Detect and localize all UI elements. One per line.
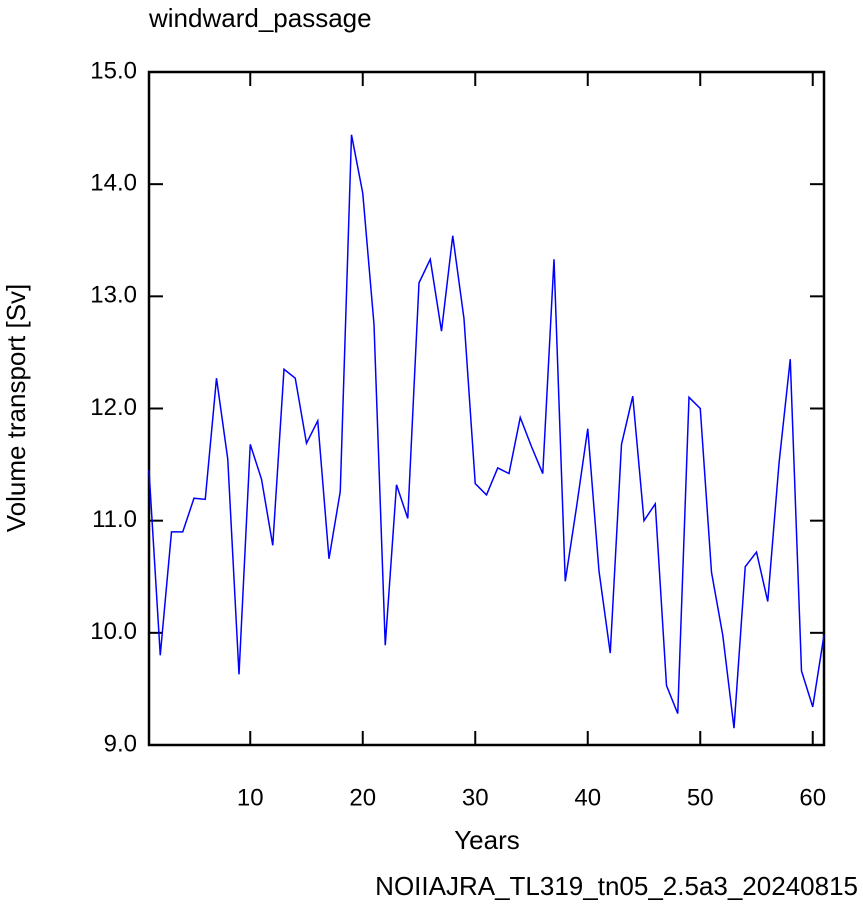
x-tick-label: 20 (349, 784, 376, 811)
y-axis-label: Volume transport [Sv] (1, 284, 31, 533)
chart-title: windward_passage (148, 3, 372, 33)
x-tick-label: 10 (237, 784, 264, 811)
y-tick-label: 13.0 (90, 282, 137, 309)
data-line (148, 134, 825, 729)
footer: NOIIAJRA_TL319_tn05_2.5a3_20240815 (375, 871, 858, 901)
x-axis-label: Years (454, 825, 520, 855)
x-tick-label: 30 (462, 784, 489, 811)
y-tick-label: 10.0 (90, 618, 137, 645)
y-tick-label: 12.0 (90, 394, 137, 421)
y-tick-label: 15.0 (90, 57, 137, 84)
plot-frame (147, 70, 826, 747)
x-tick-label: 40 (574, 784, 601, 811)
y-tick-label: 11.0 (92, 506, 137, 533)
y-tick-label: 14.0 (90, 170, 137, 197)
x-tick-label: 50 (687, 784, 714, 811)
y-tick-label: 9.0 (104, 730, 137, 757)
x-tick-label: 60 (799, 784, 826, 811)
